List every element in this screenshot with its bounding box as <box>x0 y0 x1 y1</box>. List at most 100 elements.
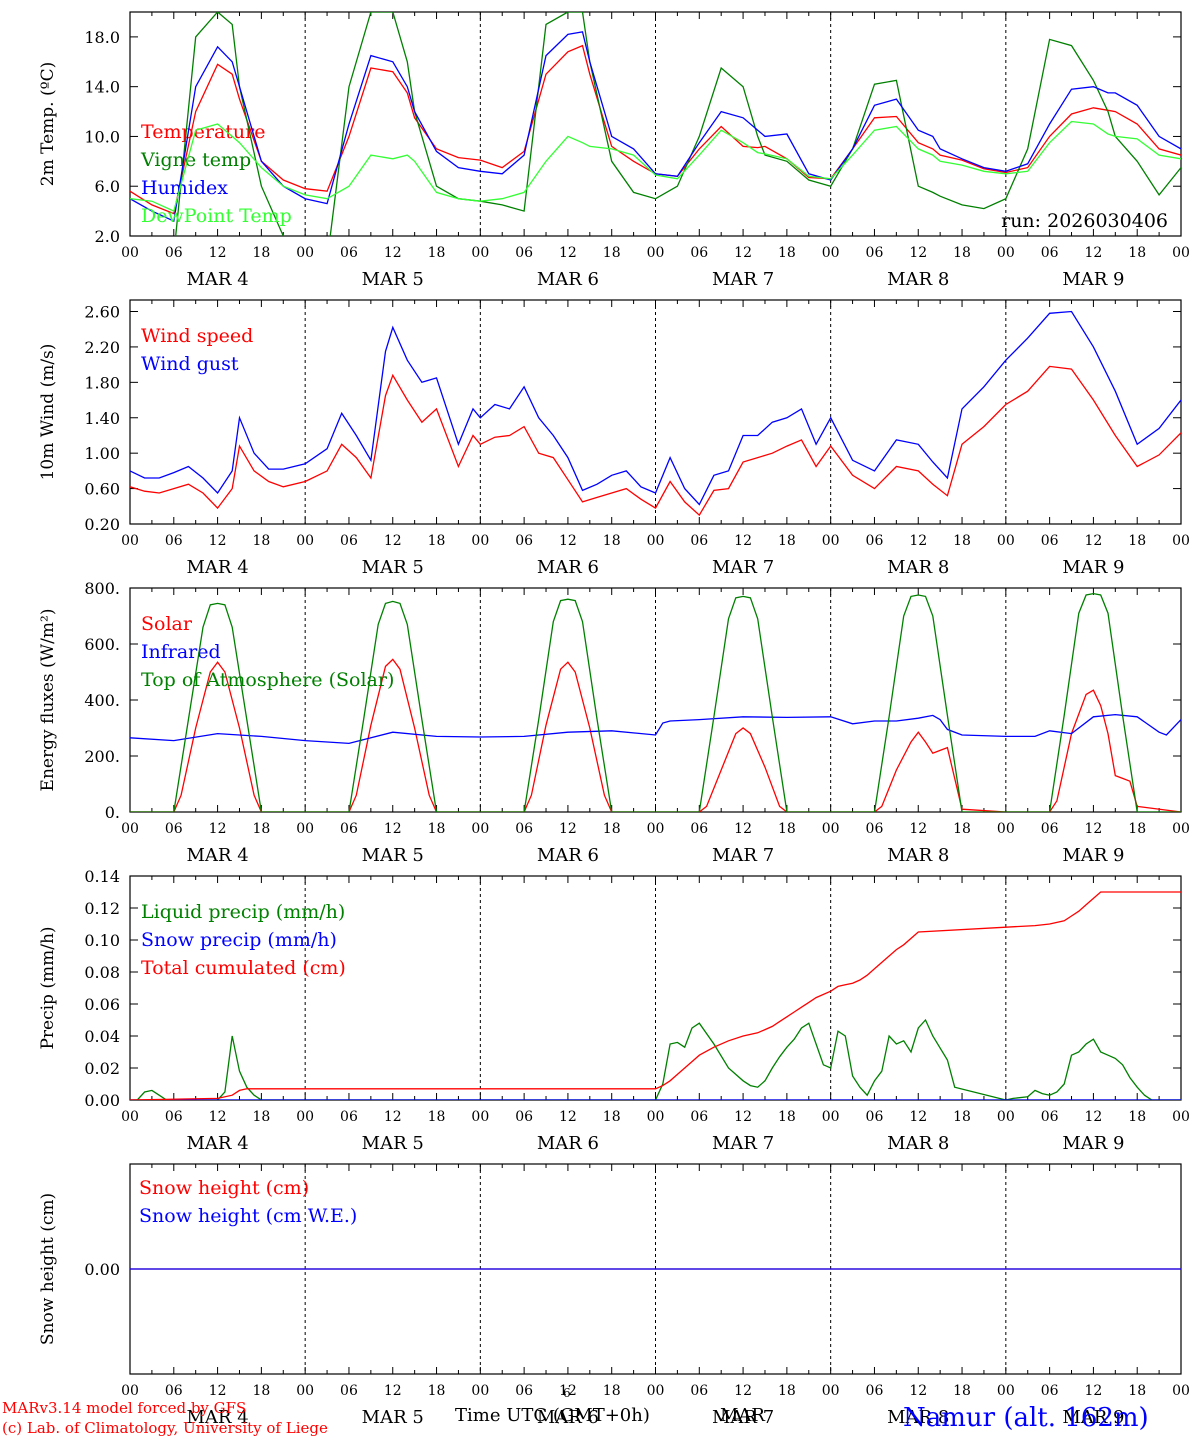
x-hour-label: 12 <box>1085 1383 1103 1399</box>
x-hour-label: 18 <box>252 1383 270 1399</box>
x-hour-label: 18 <box>428 245 446 261</box>
x-hour-label: 18 <box>778 821 796 837</box>
x-hour-label: 00 <box>647 1109 665 1125</box>
y-tick-label: 2.20 <box>84 338 120 357</box>
x-hour-label: 00 <box>471 1109 489 1125</box>
x-hour-label: 12 <box>1085 821 1103 837</box>
y-tick-label: 0.20 <box>84 515 120 534</box>
x-hour-label: 06 <box>340 533 358 549</box>
x-hour-label: 18 <box>252 533 270 549</box>
x-hour-label: 06 <box>515 1383 533 1399</box>
x-hour-label: 06 <box>1041 245 1059 261</box>
y-tick-label: 800. <box>84 579 120 598</box>
x-hour-label: 00 <box>296 1109 314 1125</box>
x-day-label: MAR 5 <box>362 269 424 290</box>
series-line-liquid-precip-mm-h- <box>130 1018 1181 1100</box>
x-hour-label: 06 <box>340 1383 358 1399</box>
x-hour-label: 06 <box>340 821 358 837</box>
series-line-wind-speed <box>130 365 1181 517</box>
x-hour-label: 00 <box>1172 1109 1190 1125</box>
x-hour-label: 06 <box>866 1109 884 1125</box>
legend-entry: Solar <box>141 613 193 635</box>
x-hour-label: 12 <box>909 1383 927 1399</box>
x-hour-label: 12 <box>209 1109 227 1125</box>
x-hour-label: 06 <box>690 245 708 261</box>
x-hour-label: 12 <box>734 533 752 549</box>
y-tick-label: 0.60 <box>84 480 120 499</box>
x-hour-label: 00 <box>1172 1383 1190 1399</box>
x-hour-label: 00 <box>121 1383 139 1399</box>
legend-entry: Wind speed <box>141 325 253 347</box>
y-tick-label: 0.14 <box>84 867 120 886</box>
x-day-label: MAR 7 <box>712 1133 774 1154</box>
x-hour-label: 18 <box>778 1109 796 1125</box>
legend-entry: Temperature <box>141 121 265 143</box>
x-hour-label: 00 <box>296 533 314 549</box>
series-line-infrared <box>130 713 1181 745</box>
x-day-label: MAR 8 <box>887 557 949 578</box>
x-hour-label: 18 <box>778 245 796 261</box>
footer-month-label: MAR <box>720 1405 765 1426</box>
x-hour-label: 00 <box>822 245 840 261</box>
x-hour-label: 12 <box>559 1109 577 1125</box>
x-hour-label: 00 <box>822 1109 840 1125</box>
x-hour-label: 12 <box>209 821 227 837</box>
x-hour-label: 12 <box>384 1383 402 1399</box>
legend-entry: Vigne temp <box>140 149 251 171</box>
x-hour-label: 18 <box>252 821 270 837</box>
x-hour-label: 06 <box>1041 1109 1059 1125</box>
x-day-label: MAR 5 <box>362 1133 424 1154</box>
x-hour-label: 06 <box>340 1109 358 1125</box>
x-hour-label: 00 <box>647 533 665 549</box>
x-hour-label: 18 <box>603 821 621 837</box>
x-hour-label: 12 <box>559 1383 577 1399</box>
x-hour-label: 18 <box>252 1109 270 1125</box>
y-axis-label: Snow height (cm) <box>38 1193 58 1345</box>
legend-entry: Top of Atmosphere (Solar) <box>141 669 394 691</box>
x-hour-label: 06 <box>690 821 708 837</box>
y-tick-label: 1.00 <box>84 444 120 463</box>
x-hour-label: 18 <box>428 1383 446 1399</box>
x-hour-label: 00 <box>997 1383 1015 1399</box>
x-hour-label: 12 <box>559 821 577 837</box>
x-hour-label: 18 <box>1128 533 1146 549</box>
x-day-label: MAR 8 <box>887 269 949 290</box>
x-day-label: MAR 7 <box>712 557 774 578</box>
x-hour-label: 12 <box>209 1383 227 1399</box>
y-tick-label: 2.0 <box>95 227 120 246</box>
x-day-label: MAR 7 <box>712 1407 774 1428</box>
x-day-label: MAR 6 <box>537 845 599 866</box>
x-day-label: MAR 9 <box>1062 1133 1124 1154</box>
x-hour-label: 18 <box>252 245 270 261</box>
y-tick-label: 0.04 <box>84 1027 120 1046</box>
x-hour-label: 06 <box>690 1109 708 1125</box>
x-hour-label: 06 <box>866 533 884 549</box>
x-hour-label: 06 <box>866 821 884 837</box>
x-hour-label: 18 <box>603 245 621 261</box>
x-day-label: MAR 7 <box>712 845 774 866</box>
credit-line-1: MARv3.14 model forced by GFS <box>2 1399 247 1417</box>
y-tick-label: 0.10 <box>84 931 120 950</box>
x-hour-label: 18 <box>953 1109 971 1125</box>
x-hour-label: 06 <box>165 245 183 261</box>
x-hour-label: 06 <box>515 533 533 549</box>
legend-entry: Total cumulated (cm) <box>141 957 346 979</box>
x-hour-label: 00 <box>822 1383 840 1399</box>
x-hour-label: 12 <box>384 533 402 549</box>
run-annotation: run: 2026030406 <box>1001 210 1168 232</box>
x-day-label: MAR 7 <box>712 269 774 290</box>
x-hour-label: 18 <box>1128 1383 1146 1399</box>
series-line-wind-gust <box>130 310 1181 506</box>
y-tick-label: 0.08 <box>84 963 120 982</box>
y-tick-label: 2.60 <box>84 303 120 322</box>
series-line-dewpoint-temp <box>130 120 1181 213</box>
y-tick-label: 0.00 <box>84 1091 120 1110</box>
y-tick-label: 1.80 <box>84 373 120 392</box>
x-hour-label: 00 <box>647 821 665 837</box>
x-hour-label: 06 <box>515 1109 533 1125</box>
x-hour-label: 00 <box>471 533 489 549</box>
x-hour-label: 18 <box>1128 245 1146 261</box>
x-hour-label: 06 <box>690 1383 708 1399</box>
x-hour-label: 00 <box>121 1109 139 1125</box>
x-hour-label: 06 <box>1041 821 1059 837</box>
